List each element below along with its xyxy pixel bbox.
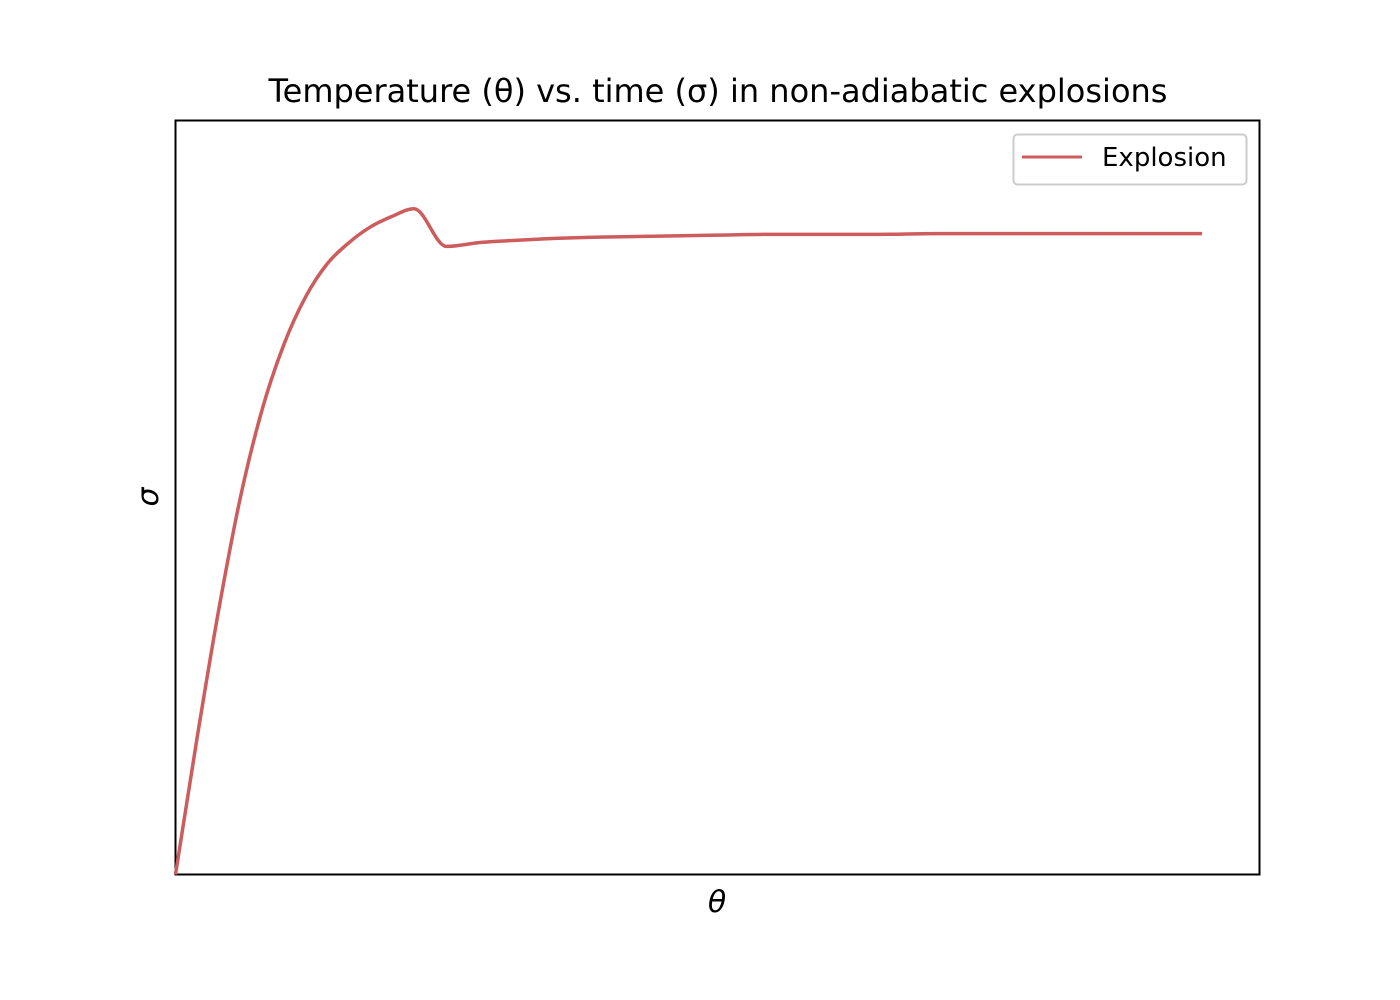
x-axis-label: θ xyxy=(708,885,726,920)
chart-title: Temperature (θ) vs. time (σ) in non-adia… xyxy=(268,72,1168,110)
plot-area xyxy=(174,119,1261,876)
legend: Explosion xyxy=(1012,133,1248,186)
legend-box xyxy=(1012,133,1248,186)
series-layer xyxy=(173,206,1203,875)
series-line-explosion xyxy=(173,206,1203,875)
y-axis-label: σ xyxy=(131,487,166,507)
legend-label-explosion: Explosion xyxy=(1102,143,1227,173)
